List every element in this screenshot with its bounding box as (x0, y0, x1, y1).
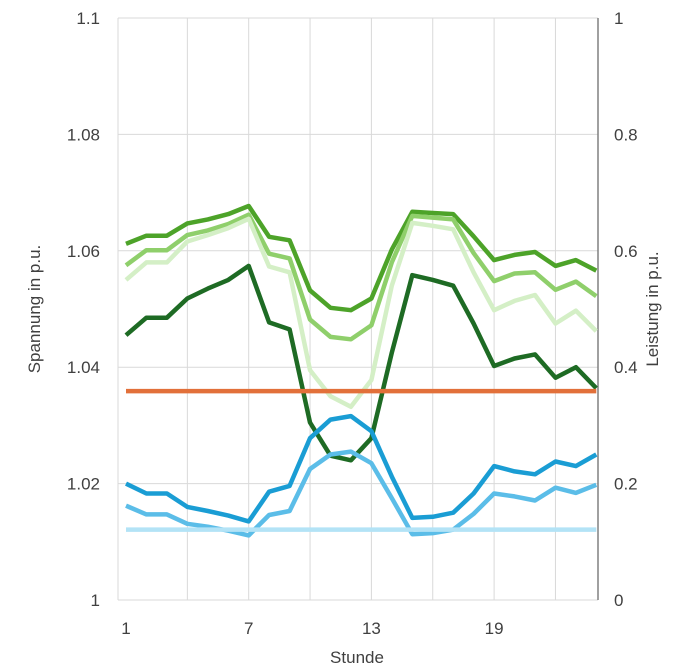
series-line-3 (124, 212, 598, 342)
y-left-tick-label: 1 (91, 591, 100, 610)
y-left-tick-label: 1.06 (67, 242, 100, 261)
y-right-tick-label: 1 (614, 9, 623, 28)
y-right-tick-label: 0 (614, 591, 623, 610)
series-line-6 (125, 413, 598, 524)
y-right-tick-label: 0.6 (614, 242, 638, 261)
x-axis-ticks: 1 7 13 19 (121, 619, 503, 638)
series-line-2 (125, 203, 598, 313)
x-axis-title: Stunde (330, 648, 384, 667)
y-left-tick-label: 1.04 (67, 358, 100, 377)
series-line-7 (125, 449, 598, 538)
series-lines (124, 203, 598, 538)
series-line-1 (124, 263, 598, 463)
y-axis-right-ticks: 0 0.2 0.4 0.6 0.8 1 (614, 9, 638, 610)
y-left-tick-label: 1.1 (76, 9, 100, 28)
series-line-4 (124, 216, 598, 410)
y-right-tick-label: 0.8 (614, 125, 638, 144)
x-tick-label: 13 (362, 619, 381, 638)
gridlines (117, 17, 598, 601)
y-right-tick-label: 0.4 (614, 358, 638, 377)
x-tick-label: 19 (485, 619, 504, 638)
y-left-tick-label: 1.02 (67, 475, 100, 494)
y-left-tick-label: 1.08 (67, 125, 100, 144)
y-right-tick-label: 0.2 (614, 475, 638, 494)
x-tick-label: 7 (244, 619, 253, 638)
y-axis-left-title: Spannung in p.u. (25, 245, 44, 374)
x-tick-label: 1 (121, 619, 130, 638)
y-axis-left-ticks: 1 1.02 1.04 1.06 1.08 1.1 (67, 9, 100, 610)
y-axis-right-title: Leistung in p.u. (643, 251, 662, 366)
